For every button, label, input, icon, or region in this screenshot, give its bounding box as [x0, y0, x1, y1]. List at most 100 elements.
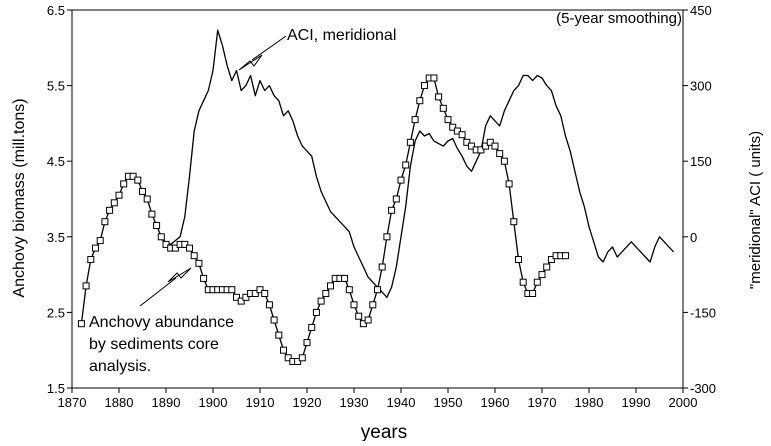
anchovy-data-point — [505, 180, 513, 188]
corner-annotation: (5-year smoothing) — [556, 10, 682, 27]
anchovy-data-point — [350, 301, 358, 309]
anchovy-data-point — [416, 97, 424, 105]
x-tick-label: 1890 — [152, 395, 181, 410]
anchovy-data-point — [237, 297, 245, 305]
anchovy-data-point — [533, 278, 541, 286]
anchovy-data-point — [120, 180, 128, 188]
annotation-arrows — [139, 35, 287, 307]
x-tick-label: 1980 — [575, 395, 604, 410]
y-axis-label-right: "meridional" ACI ( units) — [747, 131, 764, 289]
y-axis-label-left: Anchovy biomass (mill.tons) — [11, 98, 28, 297]
aci-arrow-head — [238, 54, 263, 71]
anchovy-data-point — [96, 237, 104, 245]
aci-series-label: ACI, meridional — [287, 27, 396, 44]
x-tick-label: 1900 — [199, 395, 228, 410]
anchovy-data-point — [265, 301, 273, 309]
ticks: 1870 1880 1890 1900 1910 1920 1930 1940 1950 1960… — [47, 3, 716, 410]
anchovy-data-point — [77, 320, 85, 328]
anchovy-data-point — [294, 358, 302, 365]
y-right-tick-label: -300 — [690, 381, 716, 396]
anchovy-data-point — [317, 297, 325, 305]
anchovy-series-label-line-2: by sediments core — [89, 336, 219, 353]
y-right-tick-label: 300 — [690, 79, 712, 94]
anchovy-data-point — [421, 82, 428, 90]
y-right-tick-label: 150 — [690, 154, 712, 169]
y-left-tick-label: 5.5 — [47, 79, 65, 94]
anchovy-data-point — [383, 233, 391, 241]
anchovy-data-point — [397, 176, 405, 184]
anchovy-data-point — [435, 93, 443, 101]
anchovy-data-point — [519, 278, 527, 286]
aci-meridional-line — [160, 29, 675, 298]
anchovy-data-point — [388, 206, 396, 214]
anchovy-data-point — [547, 256, 555, 263]
y-left-tick-label: 4.5 — [47, 154, 65, 169]
labels-layer: years Anchovy biomass (mill.tons) "merid… — [11, 10, 764, 443]
anchovy-data-point — [411, 116, 419, 124]
anchovy-data-point — [562, 252, 569, 260]
anchovy-data-point — [477, 146, 485, 154]
anchovy-data-point — [284, 354, 292, 362]
anchovy-data-point — [463, 138, 471, 146]
anchovy-series-label-line-3: analysis. — [89, 358, 151, 375]
anchovy-data-point — [195, 259, 203, 267]
anchovy-data-point — [139, 187, 146, 195]
anchovy-data-point — [200, 274, 208, 282]
anchovy-data-point — [148, 210, 156, 218]
anchovy-data-point — [303, 339, 311, 347]
x-tick-label: 1920 — [293, 395, 322, 410]
anchovy-data-point — [369, 301, 377, 309]
anchovy-data-point — [345, 286, 353, 294]
anchovy-data-point — [439, 104, 447, 112]
anchovy-data-point — [298, 354, 306, 362]
anchovy-data-point — [115, 191, 123, 199]
anchovy-data-point — [444, 116, 452, 124]
anchovy-data-point — [308, 324, 316, 331]
anchovy-data-point — [543, 263, 551, 271]
x-tick-label: 2000 — [669, 395, 698, 410]
y-left-tick-label: 1.5 — [47, 381, 65, 396]
axes — [71, 9, 684, 389]
anchovy-data-point — [378, 263, 386, 271]
aci-arrow-shaft — [251, 35, 287, 61]
anchovy-data-point — [162, 240, 170, 248]
anchovy-data-point — [538, 271, 546, 279]
anchovy-arrow-shaft — [139, 277, 177, 307]
anchovy-data-point — [181, 240, 189, 248]
anchovy-data-point — [529, 290, 537, 297]
anchovy-data-point — [110, 199, 118, 207]
anchovy-data-point — [82, 282, 90, 290]
anchovy-data-point — [341, 274, 349, 282]
anchovy-data-point — [275, 331, 283, 339]
anchovy-data-point — [500, 157, 508, 165]
anchovy-data-point — [359, 320, 367, 328]
anchovy-data-point — [482, 142, 490, 150]
anchovy-data-point — [515, 256, 522, 263]
anchovy-data-point — [153, 222, 161, 229]
x-tick-label: 1930 — [340, 395, 369, 410]
anchovy-series-label-line-1: Anchovy abundance — [89, 314, 234, 331]
anchovy-data-point — [251, 290, 259, 297]
anchovy-arrow-head — [167, 267, 192, 283]
anchovy-data-point — [449, 123, 457, 131]
x-tick-label: 1880 — [105, 395, 134, 410]
x-tick-label: 1940 — [387, 395, 416, 410]
anchovy-data-point — [392, 195, 400, 203]
anchovy-data-point — [280, 346, 287, 354]
x-tick-label: 1990 — [622, 395, 651, 410]
x-tick-label: 1870 — [58, 395, 87, 410]
anchovy-data-point — [406, 138, 414, 146]
anchovy-data-point — [270, 316, 278, 324]
anchovy-data-point — [496, 150, 504, 158]
y-left-tick-label: 3.5 — [47, 230, 65, 245]
anchovy-data-point — [242, 293, 250, 301]
anchovy-data-point — [106, 206, 114, 214]
anchovy-data-point — [322, 290, 330, 297]
anchovy-data-point — [186, 244, 193, 252]
anchovy-data-point — [233, 293, 240, 301]
anchovy-data-point — [228, 286, 236, 294]
x-tick-label: 1910 — [246, 395, 275, 410]
anchovy-data-point — [256, 286, 264, 294]
y-left-tick-label: 6.5 — [47, 3, 65, 18]
anchovy-data-point — [92, 244, 99, 252]
